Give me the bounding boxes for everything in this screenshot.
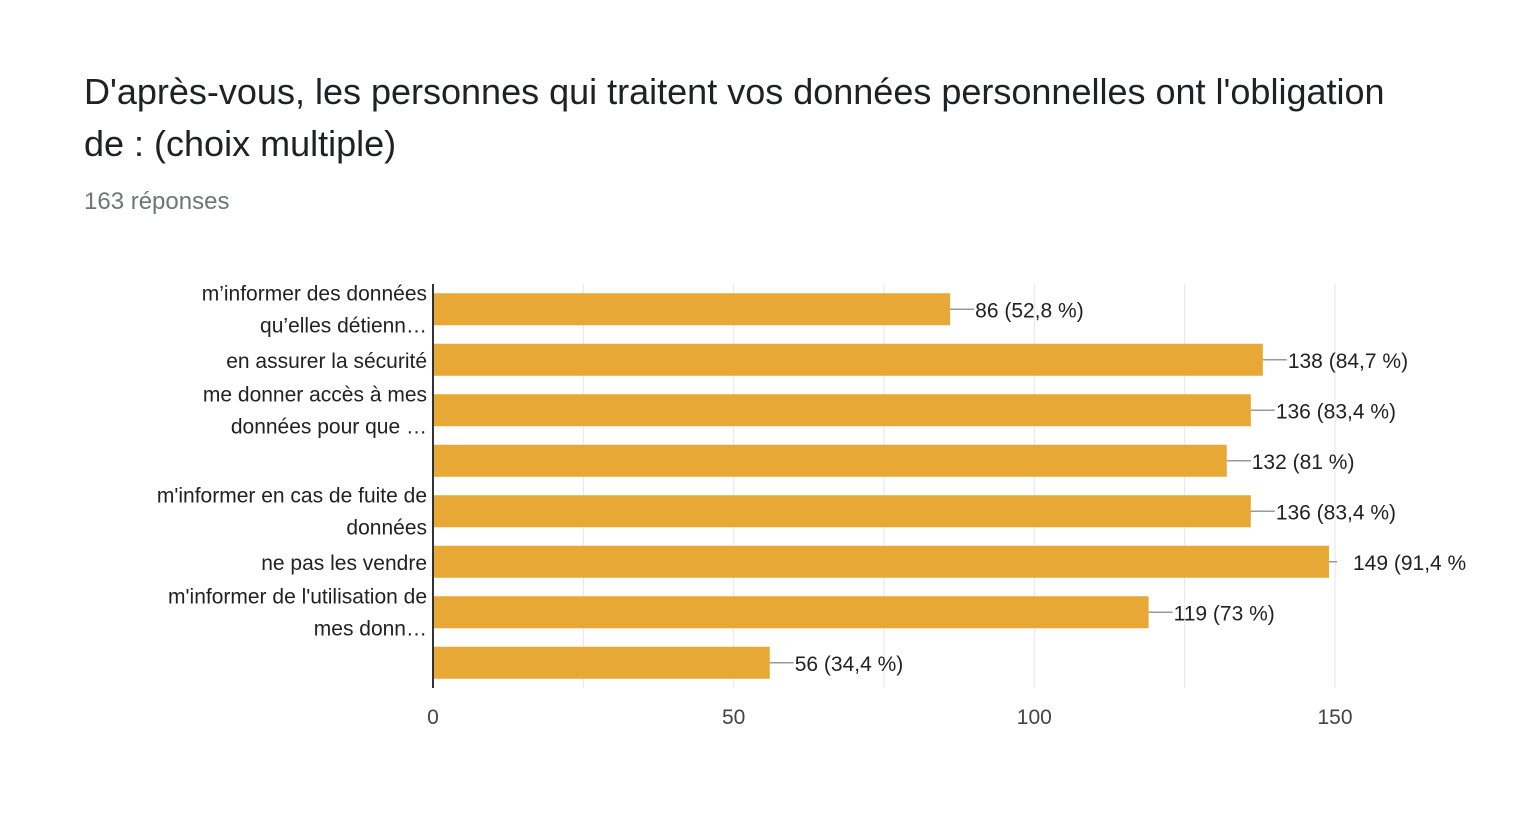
category-label: m'informer en cas de fuite de	[157, 484, 427, 507]
category-label: ne pas les vendre	[261, 552, 427, 575]
x-tick-label: 150	[1317, 706, 1352, 729]
data-label: 132 (81 %)	[1252, 451, 1355, 474]
category-label: m’informer des données	[202, 282, 427, 305]
x-tick-label: 100	[1017, 706, 1052, 729]
data-label: 136 (83,4 %)	[1276, 501, 1396, 524]
axes: 0 50 100 150	[427, 284, 1353, 729]
bar	[433, 293, 951, 326]
bars	[433, 293, 1329, 679]
data-label: 138 (84,7 %)	[1288, 350, 1408, 373]
category-label: en assurer la sécurité	[226, 350, 427, 373]
category-label: m'informer de l'utilisation de	[168, 585, 427, 608]
bar	[433, 394, 1251, 427]
x-tick-label: 50	[722, 706, 745, 729]
category-label: données	[346, 516, 427, 539]
x-tick-label: 0	[427, 706, 439, 729]
data-label: 136 (83,4 %)	[1276, 400, 1396, 423]
labels: 86 (52,8 %) m’informer des données qu’elle…	[157, 282, 1466, 676]
category-label: me donner accès à mes	[203, 383, 427, 406]
data-label: 149 (91,4 %	[1353, 552, 1466, 575]
chart-title: D'après-vous, les personnes qui traitent…	[84, 71, 1385, 164]
bar	[433, 596, 1149, 629]
category-label: mes donn…	[314, 617, 427, 640]
category-label: qu’elles détienn…	[260, 314, 427, 337]
bar	[433, 495, 1251, 528]
bar	[433, 646, 770, 679]
data-label: 86 (52,8 %)	[975, 299, 1084, 322]
data-label: 119 (73 %)	[1174, 602, 1275, 625]
bar	[433, 343, 1263, 376]
bar	[433, 444, 1227, 477]
response-count: 163 réponses	[84, 188, 230, 215]
category-label: données pour que …	[231, 415, 427, 438]
data-label: 56 (34,4 %)	[795, 653, 904, 676]
bar	[433, 545, 1329, 578]
